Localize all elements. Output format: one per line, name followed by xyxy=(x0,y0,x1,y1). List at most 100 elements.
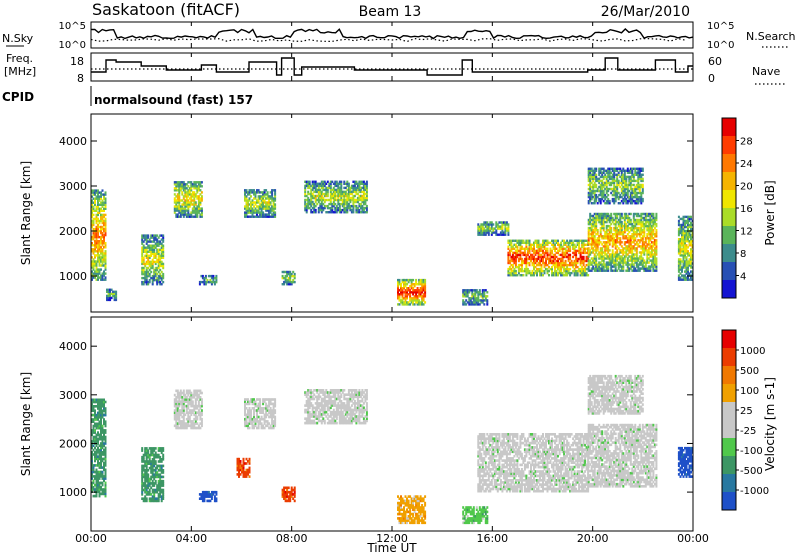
echo-cell xyxy=(304,204,307,208)
echo-cell xyxy=(584,274,587,277)
echo-cell xyxy=(201,280,204,284)
echo-cell xyxy=(94,429,96,432)
echo-cell xyxy=(504,233,507,236)
echo-cell xyxy=(97,413,99,417)
echo-cell xyxy=(103,477,105,480)
echo-cell xyxy=(150,493,153,496)
echo-cell xyxy=(410,283,413,286)
echo-cell xyxy=(496,225,499,228)
echo-cell xyxy=(145,283,148,286)
echo-cell xyxy=(190,181,193,184)
echo-cell xyxy=(677,274,680,277)
echo-cell xyxy=(619,249,622,252)
echo-cell xyxy=(602,214,605,218)
echo-cell xyxy=(496,233,499,236)
echo-cell xyxy=(469,303,472,306)
echo-cell xyxy=(101,260,104,263)
echo-cell xyxy=(647,224,650,228)
echo-cell xyxy=(358,186,361,190)
echo-cell xyxy=(623,251,626,254)
echo-cell xyxy=(643,243,646,246)
echo-cell xyxy=(94,424,96,428)
echo-cell xyxy=(613,269,616,272)
echo-cell xyxy=(104,244,107,247)
echo-cell xyxy=(507,229,510,232)
echo-cell xyxy=(406,283,408,286)
echo-cell xyxy=(543,241,546,244)
echo-cell xyxy=(516,253,519,257)
echo-cell xyxy=(358,196,361,200)
echo-cell xyxy=(200,209,203,212)
echo-cell xyxy=(100,472,102,476)
echo-cell xyxy=(561,239,564,242)
echo-cell xyxy=(97,260,99,263)
echo-cell xyxy=(413,289,416,292)
power-y-axis-title: Slant Range [km] xyxy=(19,161,33,265)
echo-cell xyxy=(101,411,104,415)
echo-cell xyxy=(471,293,474,296)
echo-cell xyxy=(611,257,614,260)
echo-cell xyxy=(260,195,263,198)
echo-cell xyxy=(601,222,604,226)
echo-cell xyxy=(274,205,277,208)
colorbar-segment xyxy=(722,244,736,263)
echo-cell xyxy=(251,191,254,194)
echo-cell xyxy=(510,255,513,259)
echo-cell xyxy=(320,211,323,214)
echo-cell xyxy=(614,222,617,226)
echo-cell xyxy=(566,263,569,267)
echo-cell xyxy=(629,197,632,201)
echo-cell xyxy=(480,299,483,302)
echo-cell xyxy=(685,262,688,265)
echo-cell xyxy=(141,242,144,245)
echo-cell xyxy=(97,477,99,480)
echo-cell xyxy=(614,253,617,256)
echo-cell xyxy=(682,242,685,245)
echo-cell xyxy=(412,287,415,290)
echo-cell xyxy=(635,167,638,170)
echo-cell xyxy=(533,243,535,246)
echo-cell xyxy=(160,246,163,249)
echo-cell xyxy=(625,237,628,240)
echo-cell xyxy=(104,431,107,434)
echo-cell xyxy=(638,167,641,170)
echo-cell xyxy=(525,274,528,277)
echo-cell xyxy=(104,413,107,417)
echo-cell xyxy=(92,197,95,200)
echo-cell xyxy=(401,301,404,304)
echo-cell xyxy=(112,294,115,298)
echo-cell xyxy=(641,222,644,226)
echo-cell xyxy=(519,267,522,271)
echo-cell xyxy=(525,271,528,275)
echo-cell xyxy=(145,479,148,483)
echo-cell xyxy=(100,278,102,281)
echo-cell xyxy=(569,271,572,275)
echo-cell xyxy=(103,219,105,223)
echo-cell xyxy=(95,435,98,439)
echo-cell xyxy=(483,227,486,230)
echo-cell xyxy=(528,257,531,261)
echo-cell xyxy=(103,221,105,225)
echo-cell xyxy=(508,265,511,269)
echo-cell xyxy=(215,280,218,284)
echo-cell xyxy=(528,263,531,267)
echo-cell xyxy=(274,207,277,210)
echo-cell xyxy=(585,239,588,242)
echo-cell xyxy=(632,177,635,181)
echo-cell xyxy=(691,227,693,231)
echo-cell xyxy=(502,231,505,234)
echo-cell xyxy=(644,222,647,226)
echo-cell xyxy=(646,220,649,224)
echo-cell xyxy=(534,249,537,253)
echo-cell xyxy=(200,181,203,184)
echo-cell xyxy=(401,293,404,296)
echo-cell xyxy=(587,255,590,258)
echo-cell xyxy=(516,265,519,269)
echo-cell xyxy=(148,264,151,268)
echo-cell xyxy=(632,199,635,203)
echo-cell xyxy=(193,193,196,196)
echo-cell xyxy=(209,274,212,278)
echo-cell xyxy=(628,181,631,185)
echo-cell xyxy=(104,254,107,257)
echo-cell xyxy=(641,185,644,189)
